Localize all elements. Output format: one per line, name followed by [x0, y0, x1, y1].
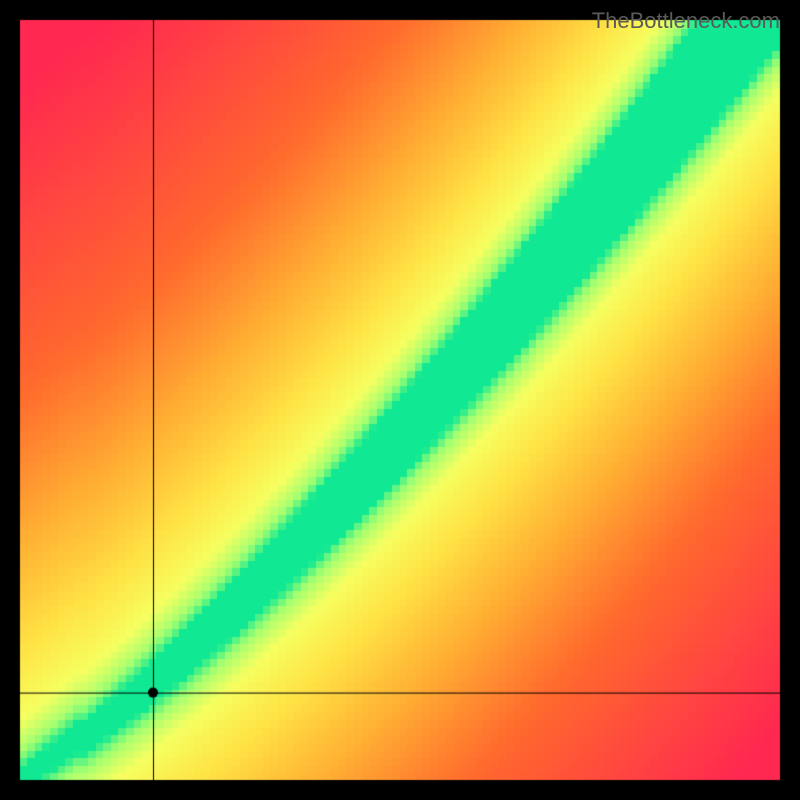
watermark-text: TheBottleneck.com — [592, 8, 780, 34]
bottleneck-heatmap — [0, 0, 800, 800]
chart-container: TheBottleneck.com — [0, 0, 800, 800]
